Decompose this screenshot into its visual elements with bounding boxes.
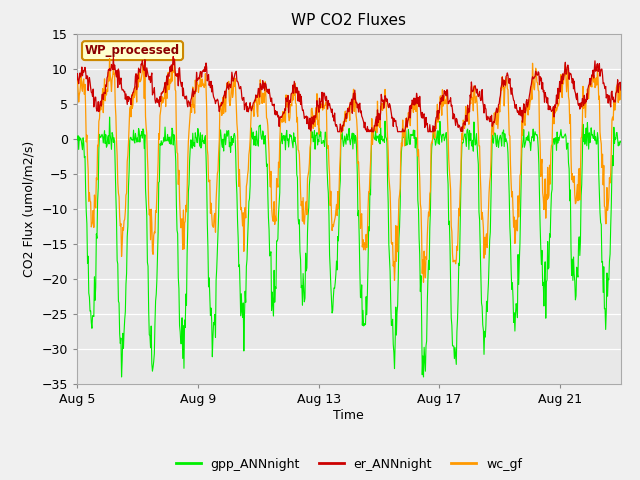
Legend: gpp_ANNnight, er_ANNnight, wc_gf: gpp_ANNnight, er_ANNnight, wc_gf <box>171 453 527 476</box>
Y-axis label: CO2 Flux (umol/m2/s): CO2 Flux (umol/m2/s) <box>23 141 36 277</box>
Title: WP CO2 Fluxes: WP CO2 Fluxes <box>291 13 406 28</box>
Text: WP_processed: WP_processed <box>85 44 180 57</box>
X-axis label: Time: Time <box>333 409 364 422</box>
